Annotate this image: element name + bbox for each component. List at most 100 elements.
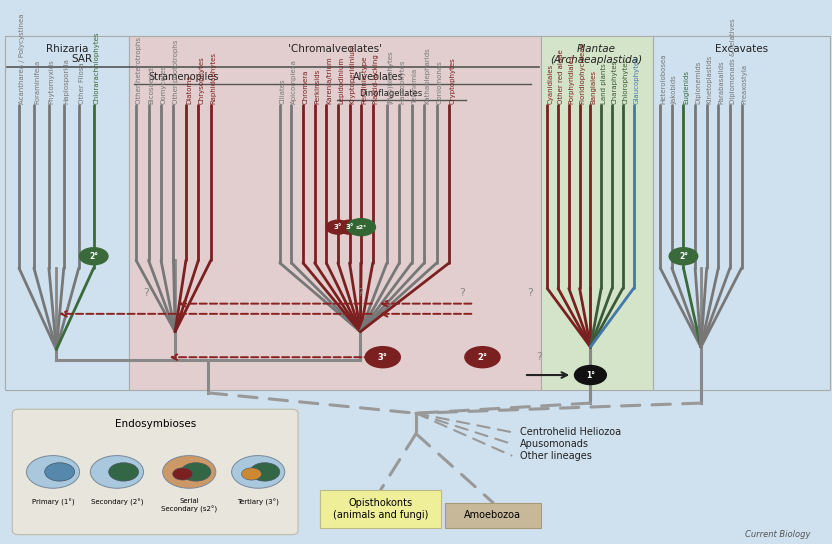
Text: Kryptoperidinium: Kryptoperidinium	[349, 44, 355, 104]
Text: Bangiales: Bangiales	[591, 70, 597, 104]
Text: Porphyridiales: Porphyridiales	[569, 54, 575, 104]
Text: ?: ?	[527, 288, 533, 299]
Text: Haptophytes: Haptophytes	[399, 59, 405, 104]
Text: Alveolates: Alveolates	[354, 72, 404, 82]
Circle shape	[181, 463, 210, 481]
Text: Amoebozoa: Amoebozoa	[464, 510, 522, 520]
Circle shape	[337, 220, 362, 235]
FancyBboxPatch shape	[320, 490, 441, 528]
Text: Kathablepharids: Kathablepharids	[424, 47, 430, 104]
FancyBboxPatch shape	[541, 36, 653, 391]
Text: Primary (1°): Primary (1°)	[32, 498, 74, 506]
Text: Plantae
(Archaeaplastida): Plantae (Archaeaplastida)	[551, 44, 643, 65]
Text: Euglenids: Euglenids	[683, 70, 690, 104]
FancyBboxPatch shape	[5, 36, 130, 391]
Text: Foraminifera: Foraminifera	[34, 59, 40, 104]
Text: 2°: 2°	[478, 353, 488, 362]
Text: Chlorarachniophytes: Chlorarachniophytes	[94, 31, 100, 104]
Text: Karenia/trium: Karenia/trium	[326, 56, 332, 104]
Text: Stramenopiles: Stramenopiles	[148, 72, 219, 82]
Text: Chlorophytes: Chlorophytes	[623, 58, 629, 104]
Text: Diplonemids: Diplonemids	[695, 60, 701, 104]
Text: Telonemia: Telonemia	[412, 69, 418, 104]
Text: Floridiophycideae: Floridiophycideae	[580, 42, 586, 104]
Circle shape	[574, 365, 607, 385]
Text: Chromera: Chromera	[303, 70, 309, 104]
Text: Diatoms: Diatoms	[186, 75, 192, 104]
Text: Apusomonads: Apusomonads	[520, 439, 589, 449]
Circle shape	[172, 468, 192, 480]
Text: Serial
Secondary (s2°): Serial Secondary (s2°)	[161, 498, 217, 513]
Text: Other lineages: Other lineages	[520, 450, 592, 461]
Text: Ciliates: Ciliates	[280, 78, 285, 104]
Text: ?: ?	[458, 288, 464, 299]
Text: Excavates: Excavates	[715, 44, 768, 54]
Circle shape	[250, 463, 280, 481]
Text: Current Biology: Current Biology	[745, 530, 810, 539]
Text: Oomycetes: Oomycetes	[161, 65, 167, 104]
Circle shape	[464, 346, 501, 368]
Text: Other phototrophs: Other phototrophs	[173, 39, 180, 104]
Text: Cryptophytes: Cryptophytes	[449, 57, 455, 104]
Circle shape	[163, 455, 215, 488]
Text: Secondary (2°): Secondary (2°)	[91, 498, 143, 506]
Text: Acantharea / Polycystinea: Acantharea / Polycystinea	[19, 13, 25, 104]
Text: Chrysophytes: Chrysophytes	[198, 56, 205, 104]
Text: Rhizaria: Rhizaria	[46, 44, 88, 54]
Circle shape	[231, 455, 285, 488]
Text: 1°: 1°	[586, 370, 595, 380]
Circle shape	[109, 463, 139, 481]
Circle shape	[346, 218, 376, 236]
Text: Preaxostyla: Preaxostyla	[741, 64, 748, 104]
Text: s2°: s2°	[355, 225, 367, 230]
Text: 2°: 2°	[89, 252, 98, 261]
Circle shape	[45, 463, 75, 481]
Text: Land plants: Land plants	[602, 63, 607, 104]
Text: Other Filosa: Other Filosa	[79, 62, 85, 104]
Text: Haplosporida: Haplosporida	[64, 58, 70, 104]
Text: 3°: 3°	[334, 224, 342, 230]
Text: 'Chromalveolates': 'Chromalveolates'	[288, 44, 382, 54]
Circle shape	[241, 468, 261, 480]
Circle shape	[27, 455, 80, 488]
Text: Dinoflagellates: Dinoflagellates	[359, 89, 423, 98]
Text: Opisthokonts
(animals and fungi): Opisthokonts (animals and fungi)	[333, 498, 428, 520]
Text: Plastid-lacking: Plastid-lacking	[373, 53, 379, 104]
Text: SAR: SAR	[72, 54, 92, 64]
Circle shape	[91, 455, 144, 488]
Text: Peridinin-type: Peridinin-type	[361, 55, 367, 104]
Circle shape	[79, 247, 109, 265]
FancyBboxPatch shape	[653, 36, 830, 391]
Text: Charaphytes: Charaphytes	[612, 59, 618, 104]
Text: Parabasalids: Parabasalids	[718, 60, 725, 104]
Text: 3°: 3°	[378, 353, 388, 362]
Text: Phytomyxids: Phytomyxids	[49, 59, 55, 104]
Text: Perkinsids: Perkinsids	[314, 69, 320, 104]
Text: ?: ?	[536, 352, 542, 362]
Text: Bicosoesids: Bicosoesids	[149, 63, 155, 104]
FancyBboxPatch shape	[130, 36, 541, 391]
Text: Diplomonads & relatives: Diplomonads & relatives	[730, 18, 736, 104]
Text: Endosymbioses: Endosymbioses	[115, 419, 196, 429]
Text: Glaucophytes: Glaucophytes	[634, 56, 640, 104]
FancyBboxPatch shape	[445, 503, 541, 528]
Circle shape	[668, 247, 698, 265]
Text: Lepidodinium: Lepidodinium	[338, 57, 344, 104]
Text: 2°: 2°	[679, 252, 688, 261]
Circle shape	[325, 220, 350, 235]
Text: Other heterotrophs: Other heterotrophs	[136, 37, 142, 104]
Text: ?: ?	[143, 288, 149, 299]
Text: Heterolobosea: Heterolobosea	[661, 53, 666, 104]
Circle shape	[364, 346, 401, 368]
FancyBboxPatch shape	[12, 409, 298, 535]
Text: 3°: 3°	[345, 224, 354, 230]
Text: Goniomonas: Goniomonas	[437, 60, 443, 104]
Text: Kinetoplastids: Kinetoplastids	[706, 54, 713, 104]
Text: Centrohelid Heliozoa: Centrohelid Heliozoa	[520, 427, 621, 437]
Text: Cyanidiales: Cyanidiales	[547, 64, 553, 104]
Text: Jakobids: Jakobids	[671, 75, 678, 104]
Text: ?: ?	[358, 288, 364, 299]
Text: (Pico)biliphytes: (Pico)biliphytes	[387, 50, 394, 104]
Text: Tertiary (3°): Tertiary (3°)	[237, 498, 279, 506]
Text: Raphidophytes: Raphidophytes	[210, 52, 217, 104]
